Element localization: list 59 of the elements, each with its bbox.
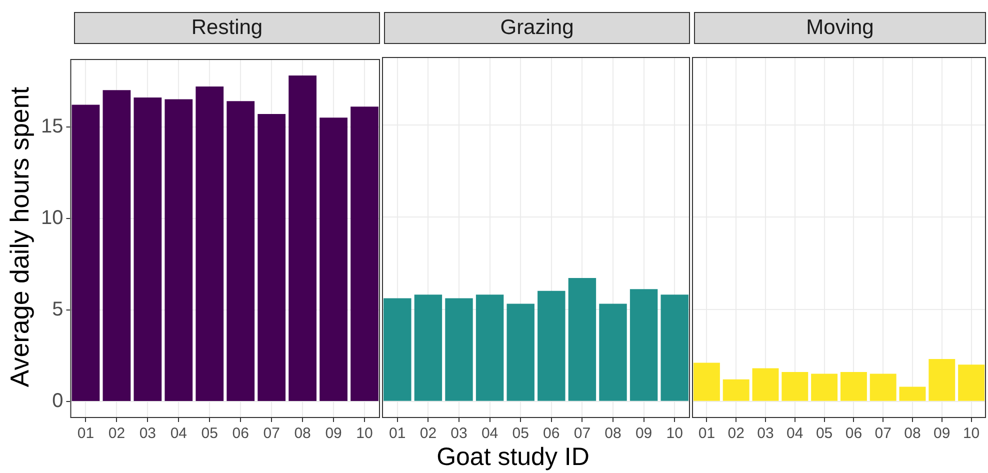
x-tick-label: 02	[728, 425, 744, 442]
bar	[722, 379, 750, 401]
bar	[476, 294, 504, 401]
bar	[693, 362, 720, 401]
x-tick-label: 08	[604, 425, 622, 442]
x-tick-label: 07	[263, 425, 280, 442]
bar	[538, 290, 566, 401]
x-tick-label: 05	[816, 425, 833, 442]
x-axis-title: Goat study ID	[436, 443, 590, 472]
x-tick-label: 05	[512, 425, 529, 442]
bar	[870, 374, 896, 401]
x-tick-label: 03	[139, 425, 156, 442]
x-tick-label: 01	[698, 425, 716, 442]
bar	[752, 368, 779, 401]
chart-title: Resting	[74, 12, 380, 44]
y-axis-title: Average daily hours spent	[4, 86, 36, 388]
x-tick-label: 05	[201, 425, 218, 442]
x-tick-label: 07	[874, 425, 892, 442]
bar	[445, 298, 473, 401]
x-tick-label: 10	[356, 425, 373, 442]
bar	[384, 298, 412, 401]
x-tick-label: 06	[232, 425, 249, 442]
y-tick-label: 10	[40, 206, 64, 229]
bar	[782, 372, 808, 401]
x-tick-label: 07	[574, 425, 591, 442]
y-tick-label: 0	[52, 390, 64, 412]
x-tick-label: 04	[786, 425, 804, 442]
x-tick-label: 09	[934, 425, 950, 442]
bar	[899, 386, 926, 401]
bar	[599, 304, 627, 401]
x-tick-label: 04	[481, 425, 498, 442]
x-tick-label: 09	[635, 425, 652, 442]
bar	[568, 278, 596, 401]
x-tick-label: 02	[108, 425, 126, 442]
bar	[811, 374, 838, 401]
bar	[506, 304, 534, 401]
x-tick-label: 01	[389, 425, 406, 442]
bar	[660, 294, 688, 401]
bar	[840, 372, 867, 401]
chart-title: Moving	[694, 12, 986, 44]
bar	[958, 364, 985, 401]
x-tick-label: 08	[904, 425, 921, 442]
bar	[414, 294, 442, 401]
bar	[928, 359, 956, 401]
x-tick-label: 04	[170, 425, 188, 442]
x-tick-label: 03	[450, 425, 468, 442]
x-tick-label: 03	[757, 425, 774, 442]
x-tick-label: 01	[77, 425, 94, 442]
x-tick-label: 08	[294, 425, 311, 442]
x-tick-label: 10	[666, 425, 683, 442]
chart-title: Grazing	[384, 12, 690, 44]
x-tick-label: 06	[845, 425, 862, 442]
bar	[630, 289, 658, 401]
x-tick-label: 06	[543, 425, 560, 442]
x-tick-label: 10	[962, 425, 980, 442]
x-tick-label: 02	[420, 425, 437, 442]
y-tick-label: 5	[52, 298, 64, 320]
x-tick-label: 09	[325, 425, 342, 442]
y-tick-label: 15	[40, 115, 64, 138]
